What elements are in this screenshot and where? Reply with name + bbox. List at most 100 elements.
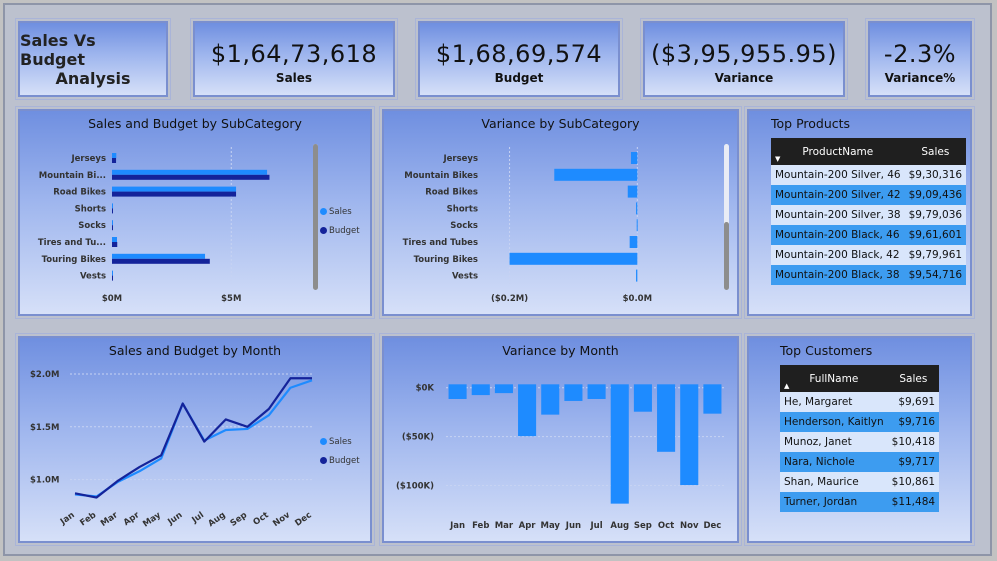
- sales-cell: $10,418: [887, 432, 940, 452]
- x-tick-label: Oct: [252, 510, 271, 528]
- chart-variance-month[interactable]: Variance by Month $0K ($50K) ($100K) Jan Feb…: [379, 333, 742, 546]
- chart-sales-budget-month[interactable]: Sales and Budget by Month $2.0M $1.5M $1.0…: [15, 333, 375, 546]
- sales-cell: $9,09,436: [904, 185, 967, 205]
- category-label: Tires and Tubes: [403, 238, 478, 248]
- kpi-label: Variance%: [884, 70, 956, 85]
- chart-variance-subcategory[interactable]: Variance by SubCategory Jerseys Mountain …: [379, 106, 742, 319]
- x-tick-label: Mar: [99, 510, 120, 529]
- table-row[interactable]: Turner, Jordan $11,484: [780, 492, 940, 512]
- bar-variance: [564, 384, 583, 401]
- kpi-card-budget[interactable]: $1,68,69,574 Budget: [415, 18, 623, 100]
- x-tick-label: Apr: [519, 521, 537, 531]
- x-tick-label: Nov: [271, 510, 292, 529]
- bar-variance: [494, 384, 513, 394]
- top-customers-rows: He, Margaret $9,691 Henderson, Kaitlyn $9,7…: [780, 392, 940, 512]
- bar-budget: [112, 158, 117, 163]
- x-tick-label: May: [541, 521, 561, 531]
- scrollbar-thumb[interactable]: [724, 222, 729, 290]
- bar-variance: [636, 202, 638, 215]
- x-tick-label: Oct: [658, 521, 674, 531]
- table-row[interactable]: Mountain-200 Silver, 46 $9,30,316: [771, 165, 967, 185]
- category-label: Jerseys: [70, 154, 106, 164]
- column-header-sales[interactable]: Sales: [887, 365, 940, 392]
- bar-sales: [112, 186, 237, 192]
- table-row[interactable]: Mountain-200 Silver, 38 $9,79,036: [771, 205, 967, 225]
- top-products-card: Top Products ▼ ProductName Sales Mountain…: [744, 106, 975, 319]
- top-products-table: ▼ ProductName Sales Mountain-200 Silver, …: [771, 138, 967, 285]
- table-row[interactable]: Munoz, Janet $10,418: [780, 432, 940, 452]
- table-row[interactable]: Mountain-200 Black, 46 $9,61,601: [771, 225, 967, 245]
- line-budget: [74, 377, 312, 499]
- bar-sales: [112, 220, 113, 226]
- x-tick-label: Jul: [590, 521, 603, 531]
- category-label: Shorts: [75, 204, 106, 214]
- x-tick-label: Mar: [495, 521, 514, 531]
- bar-sales: [112, 253, 206, 259]
- top-customers-table: ▲ FullName Sales He, Margaret $9,691 Hender…: [780, 365, 940, 512]
- kpi-card-variance-pct[interactable]: -2.3% Variance%: [865, 18, 975, 100]
- column-header-fullname[interactable]: ▲ FullName: [780, 365, 888, 392]
- sort-asc-icon: ▲: [784, 382, 790, 390]
- kpi-value: ($3,95,955.95): [650, 39, 838, 68]
- kpi-card-variance[interactable]: ($3,95,955.95) Variance: [640, 18, 848, 100]
- sales-cell: $10,861: [887, 472, 940, 492]
- x-tick-label: Jan: [449, 521, 465, 531]
- sales-cell: $9,79,036: [904, 205, 967, 225]
- product-name-cell: Mountain-200 Silver, 46: [771, 165, 905, 185]
- table-row[interactable]: He, Margaret $9,691: [780, 392, 940, 412]
- table-row[interactable]: Shan, Maurice $10,861: [780, 472, 940, 492]
- x-tick-label: Aug: [206, 510, 227, 529]
- x-tick-label: Nov: [680, 521, 699, 531]
- column-header-sales[interactable]: Sales: [904, 138, 967, 165]
- top-products-rows: Mountain-200 Silver, 46 $9,30,316 Mountain…: [771, 165, 967, 285]
- table-row[interactable]: Mountain-200 Silver, 42 $9,09,436: [771, 185, 967, 205]
- kpi-card-sales[interactable]: $1,64,73,618 Sales: [190, 18, 398, 100]
- bar-variance: [587, 384, 606, 399]
- legend-sales[interactable]: Sales: [320, 437, 352, 447]
- x-tick-label: Jun: [165, 510, 184, 528]
- bar-variance: [630, 152, 638, 164]
- bar-sales: [112, 237, 118, 242]
- bar-variance: [633, 384, 652, 412]
- x-tick-label: Dec: [703, 521, 721, 531]
- table-row[interactable]: Mountain-200 Black, 42 $9,79,961: [771, 245, 967, 265]
- bar-budget: [112, 225, 113, 231]
- table-row[interactable]: Nara, Nichole $9,717: [780, 452, 940, 472]
- category-label: Mountain Bi...: [39, 171, 106, 181]
- table-row[interactable]: Henderson, Kaitlyn $9,716: [780, 412, 940, 432]
- bar-variance: [541, 384, 560, 415]
- chart-sales-budget-subcategory[interactable]: Sales and Budget by SubCategory Jerseys M…: [15, 106, 375, 319]
- legend-budget-dot: [320, 457, 327, 464]
- scrollbar-thumb[interactable]: [313, 144, 318, 290]
- legend-budget[interactable]: Budget: [320, 226, 360, 236]
- x-tick-label: $0.0M: [623, 294, 652, 304]
- bar-budget: [112, 242, 118, 247]
- product-name-cell: Mountain-200 Black, 38: [771, 265, 905, 285]
- chart-title: Variance by SubCategory: [481, 116, 640, 131]
- table-row[interactable]: Mountain-200 Black, 38 $9,54,716: [771, 265, 967, 285]
- scrollbar[interactable]: [724, 144, 729, 290]
- product-name-cell: Mountain-200 Black, 46: [771, 225, 905, 245]
- column-header-productname[interactable]: ▼ ProductName: [771, 138, 905, 165]
- legend-sales-dot: [320, 438, 327, 445]
- bar-sales: [112, 169, 268, 175]
- legend-sales-label: Sales: [329, 207, 352, 217]
- bar-sales: [112, 270, 113, 276]
- y-tick-label: $1.5M: [30, 423, 59, 433]
- x-tick-label: May: [141, 510, 163, 530]
- dashboard-canvas: Sales Vs Budget Analysis $1,64,73,618 Sa…: [3, 3, 992, 556]
- chart-title: Sales and Budget by Month: [108, 343, 282, 358]
- bar-plot-area: Jerseys Mountain Bi... Road Bikes Shorts Soc…: [38, 147, 270, 304]
- sales-cell: $9,79,961: [904, 245, 967, 265]
- legend-sales[interactable]: Sales: [320, 207, 352, 217]
- legend-budget[interactable]: Budget: [320, 456, 360, 466]
- kpi-label: Variance: [714, 70, 774, 85]
- bar-variance: [554, 168, 638, 181]
- bar-budget: [112, 258, 210, 264]
- customer-name-cell: Munoz, Janet: [780, 432, 888, 452]
- bar-sales: [112, 203, 113, 209]
- scrollbar[interactable]: [313, 144, 318, 290]
- category-label: Road Bikes: [53, 188, 106, 198]
- top-customers-title: Top Customers: [780, 343, 873, 358]
- x-tick-label: Feb: [472, 521, 489, 531]
